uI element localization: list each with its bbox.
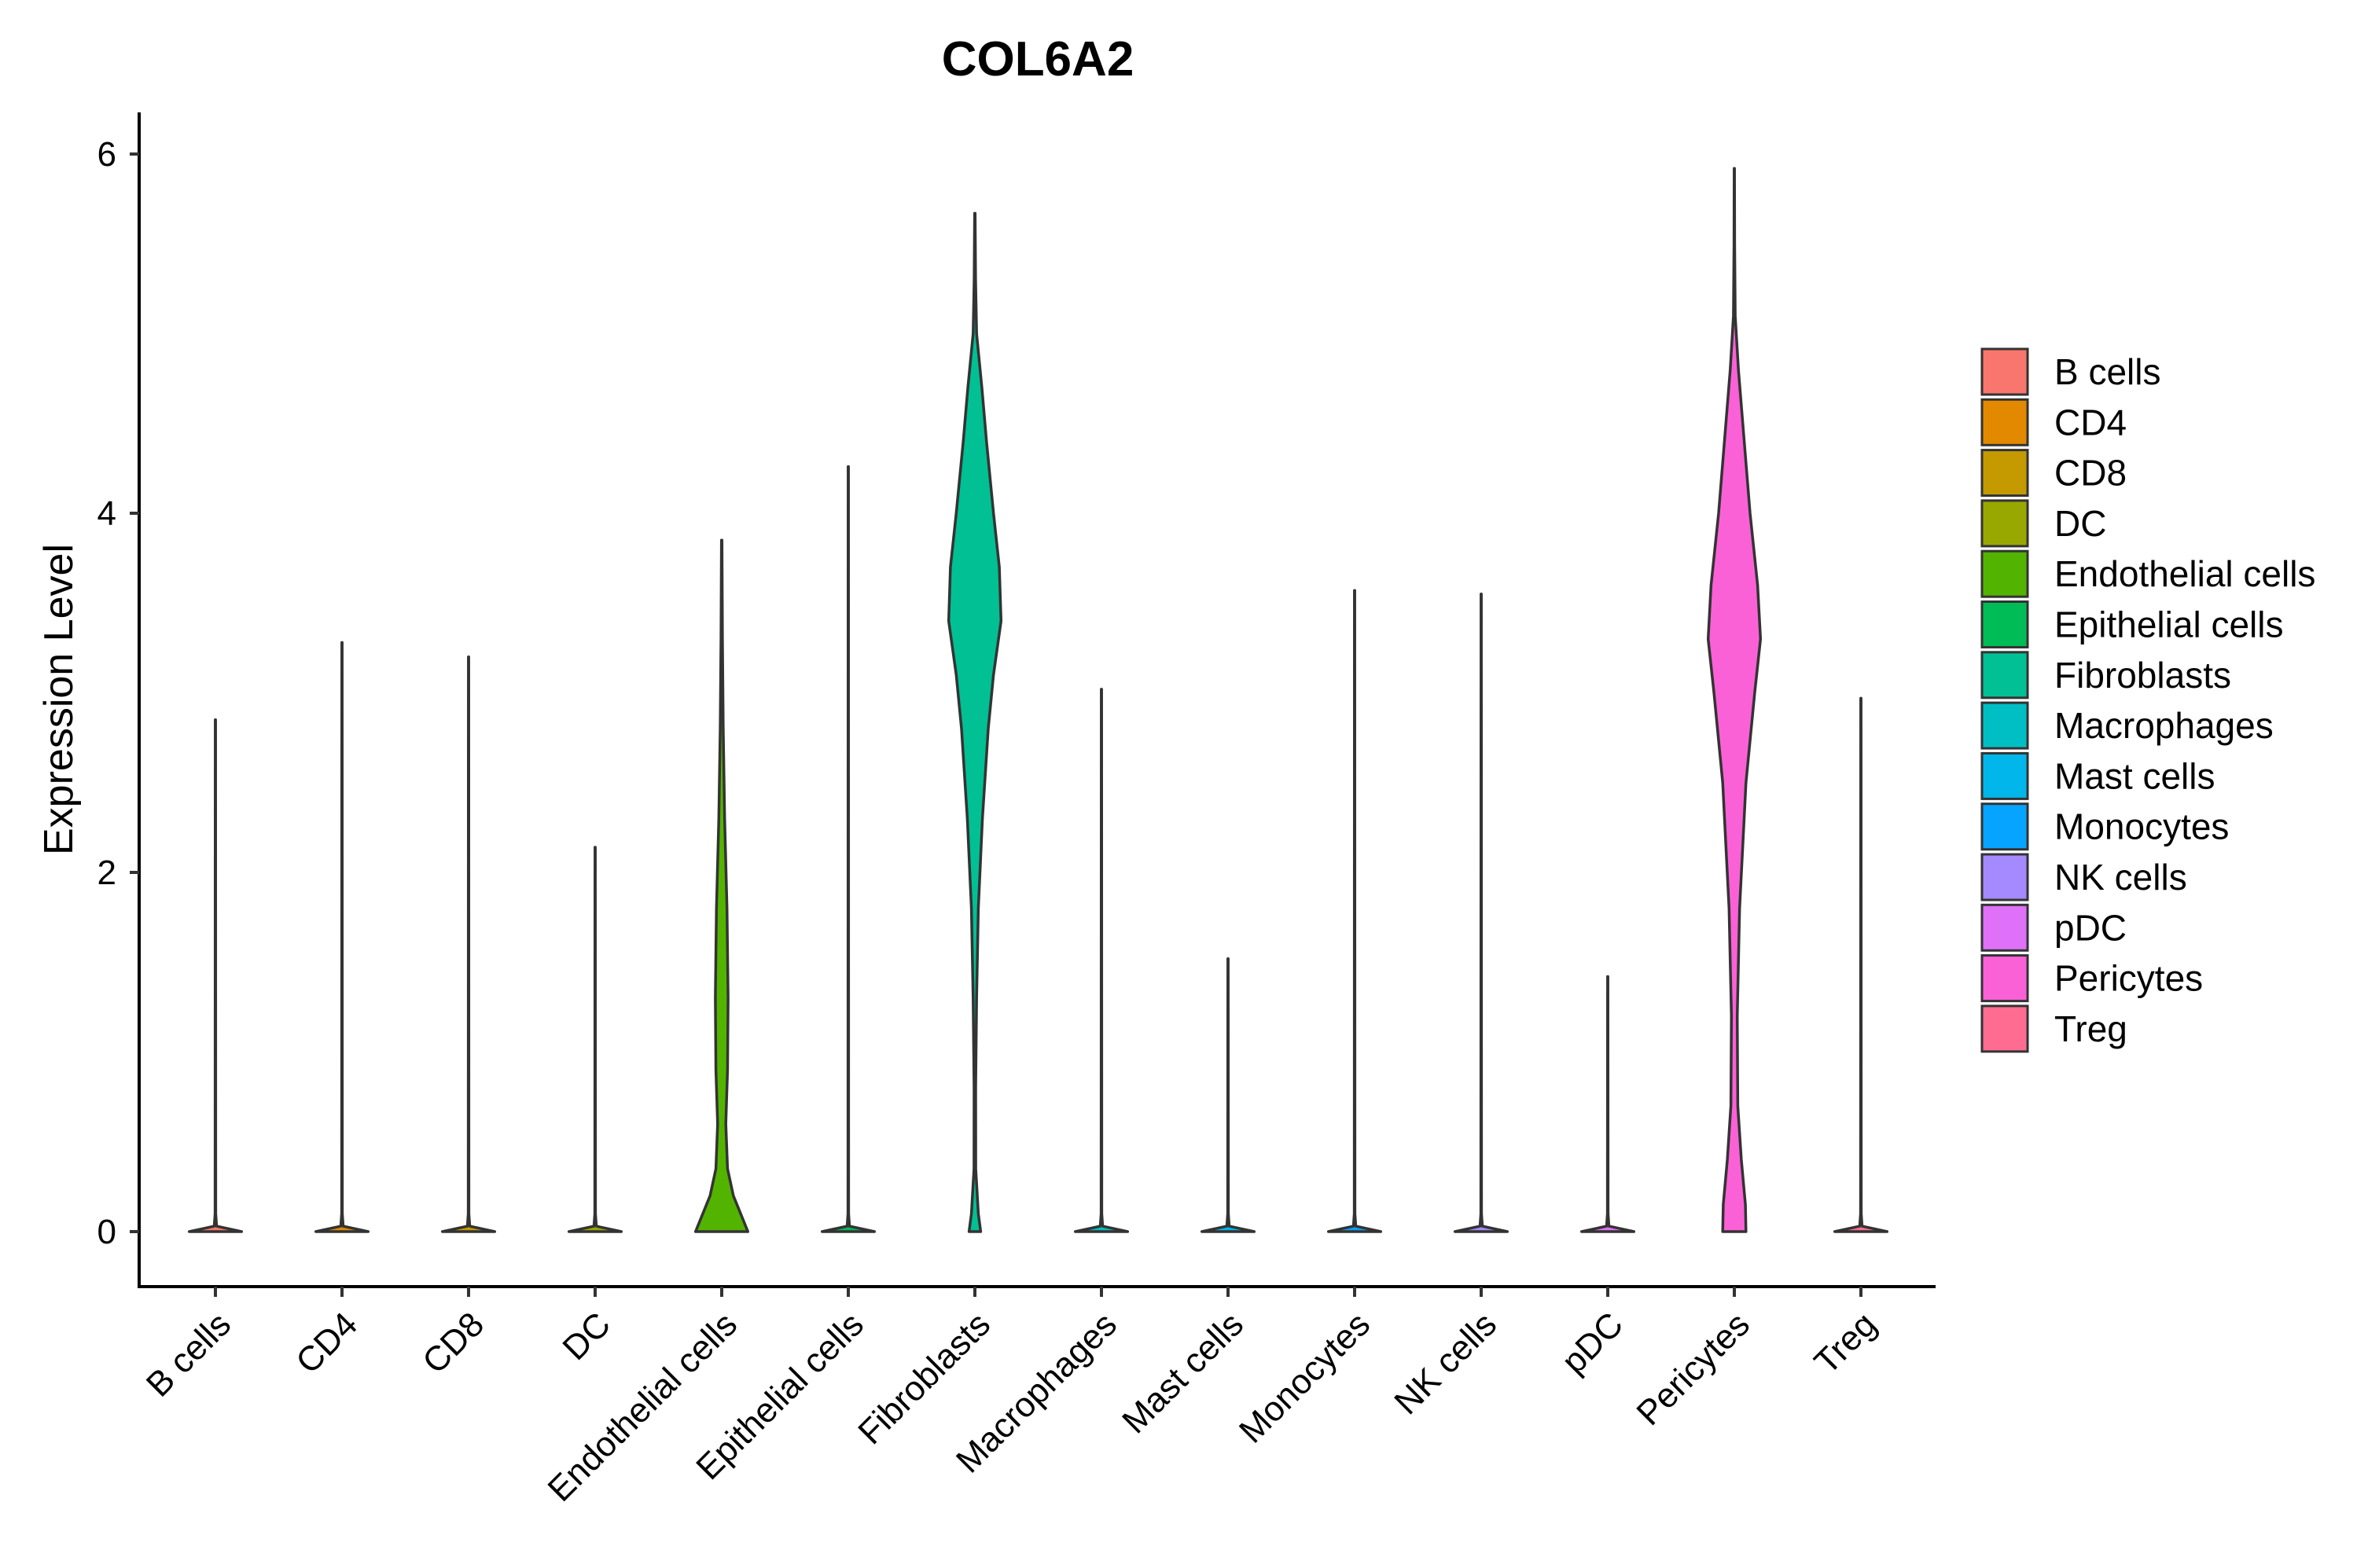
legend-key xyxy=(1980,802,2029,851)
y-tick-label: 2 xyxy=(97,854,116,892)
violin-cd4 xyxy=(314,641,370,1233)
chart-title: COL6A2 xyxy=(942,32,1134,86)
legend-key xyxy=(1980,449,2029,498)
y-tick-label: 4 xyxy=(97,494,116,533)
legend-key xyxy=(1980,651,2029,700)
legend: B cells CD4 CD8 DC Endothelial cells Epitheli… xyxy=(1980,347,2315,1053)
y-axis-label: Expression Level xyxy=(36,544,82,855)
legend-label: Treg xyxy=(2054,1008,2127,1049)
legend-label: Mast cells xyxy=(2054,755,2215,796)
violin-treg xyxy=(1833,696,1889,1233)
violin-monocytes xyxy=(1326,589,1383,1233)
y-tick-label: 0 xyxy=(97,1213,116,1251)
violin-pericytes xyxy=(1706,167,1763,1233)
legend-label: Endothelial cells xyxy=(2054,553,2315,594)
legend-key xyxy=(1980,701,2029,750)
violin-macrophages xyxy=(1073,688,1130,1233)
legend-label: NK cells xyxy=(2054,857,2187,898)
legend-label: CD8 xyxy=(2054,453,2127,494)
violin-pdc xyxy=(1579,975,1636,1233)
legend-label: Fibroblasts xyxy=(2054,655,2231,696)
legend-label: CD4 xyxy=(2054,402,2127,442)
legend-key xyxy=(1980,347,2029,396)
legend-key xyxy=(1980,499,2029,548)
legend-key xyxy=(1980,751,2029,800)
y-axis-ticks: 0 2 4 6 xyxy=(97,135,139,1251)
violin-b-cells xyxy=(187,718,244,1233)
legend-key xyxy=(1980,903,2029,952)
legend-key xyxy=(1980,549,2029,598)
legend-key xyxy=(1980,853,2029,902)
violin-cd8 xyxy=(440,655,497,1233)
violin-mast-cells xyxy=(1200,957,1256,1233)
legend-label: Monocytes xyxy=(2054,806,2229,847)
legend-label: Macrophages xyxy=(2054,705,2274,746)
violin-fibroblasts xyxy=(947,211,1003,1233)
violin-nk-cells xyxy=(1453,593,1509,1233)
violin-endothelial-cells xyxy=(693,538,750,1233)
legend-key xyxy=(1980,954,2029,1003)
y-tick-label: 6 xyxy=(97,135,116,174)
legend-key xyxy=(1980,600,2029,648)
legend-label: DC xyxy=(2054,503,2106,544)
violin-epithelial-cells xyxy=(820,465,877,1233)
legend-key xyxy=(1980,1004,2029,1053)
legend-label: pDC xyxy=(2054,907,2127,948)
violin-group xyxy=(187,167,1889,1233)
legend-label: Pericytes xyxy=(2054,958,2203,999)
legend-label: B cells xyxy=(2054,351,2160,392)
violin-dc xyxy=(567,846,623,1233)
legend-key xyxy=(1980,398,2029,446)
legend-label: Epithelial cells xyxy=(2054,604,2283,645)
